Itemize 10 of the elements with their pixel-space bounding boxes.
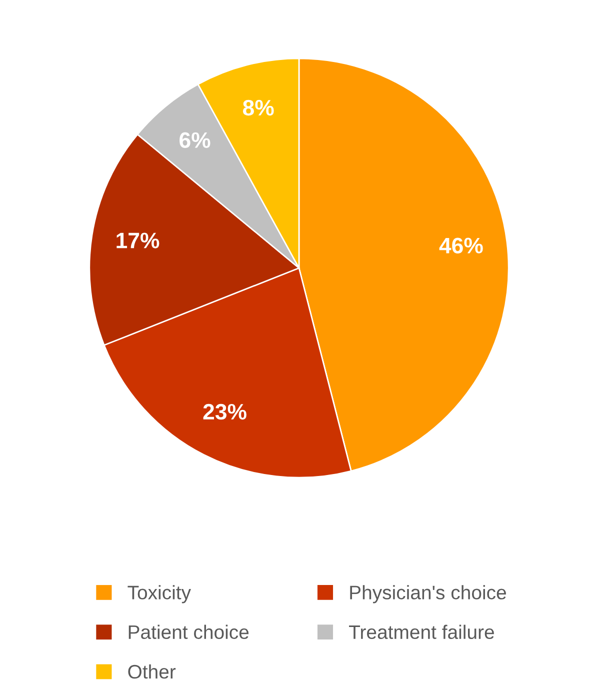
legend-label: Patient choice — [128, 624, 249, 640]
data-label: 23% — [203, 404, 246, 420]
legend-label: Toxicity — [128, 585, 191, 604]
legend-label: Treatment failure — [349, 624, 494, 640]
legend-label: Physician's choice — [350, 585, 506, 604]
data-label: 46% — [439, 238, 483, 254]
data-label: 6% — [180, 132, 210, 148]
data-label: 8% — [242, 100, 274, 116]
legend-label: Other — [128, 664, 176, 679]
data-label: 17% — [116, 232, 160, 248]
